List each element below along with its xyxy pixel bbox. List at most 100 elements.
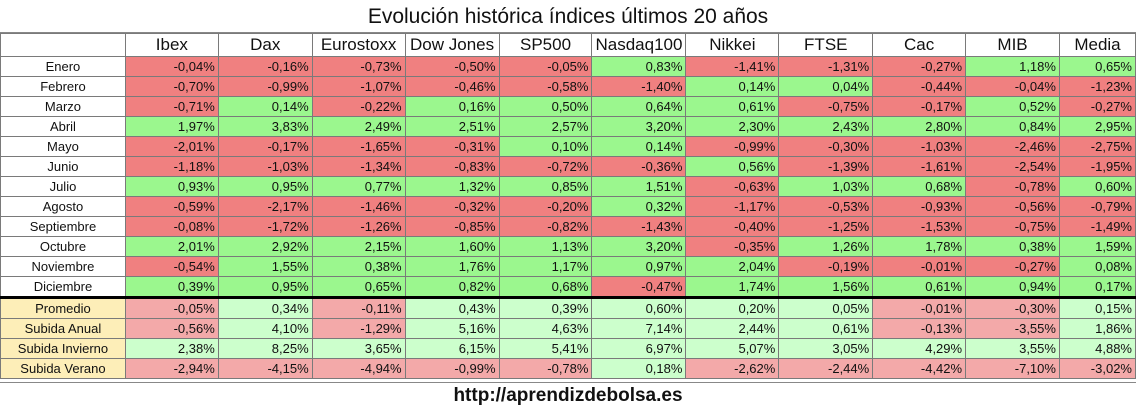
- value-cell[interactable]: -0,17%: [217, 136, 313, 157]
- value-cell[interactable]: 0,16%: [404, 96, 500, 117]
- value-cell[interactable]: 3,20%: [591, 236, 687, 257]
- value-cell[interactable]: -1,41%: [685, 56, 780, 77]
- value-cell[interactable]: -0,83%: [404, 156, 500, 177]
- value-cell[interactable]: 5,07%: [685, 338, 780, 359]
- value-cell[interactable]: -0,78%: [498, 358, 593, 379]
- value-cell[interactable]: -0,99%: [685, 136, 780, 157]
- value-cell[interactable]: 0,82%: [404, 276, 500, 298]
- value-cell[interactable]: -0,75%: [965, 216, 1060, 237]
- value-cell[interactable]: -0,50%: [404, 56, 500, 77]
- value-cell[interactable]: -2,54%: [965, 156, 1060, 177]
- value-cell[interactable]: 3,20%: [591, 116, 687, 137]
- month-label[interactable]: Enero: [0, 56, 126, 77]
- value-cell[interactable]: 1,97%: [124, 116, 219, 137]
- value-cell[interactable]: -1,46%: [311, 196, 406, 217]
- value-cell[interactable]: -1,26%: [311, 216, 406, 237]
- value-cell[interactable]: -0,71%: [124, 96, 219, 117]
- value-cell[interactable]: -2,62%: [685, 358, 780, 379]
- value-cell[interactable]: -0,01%: [872, 256, 967, 277]
- value-cell[interactable]: 0,50%: [498, 96, 593, 117]
- value-cell[interactable]: -2,01%: [124, 136, 219, 157]
- value-cell[interactable]: 2,92%: [217, 236, 313, 257]
- value-cell[interactable]: -1,72%: [217, 216, 313, 237]
- month-label[interactable]: Agosto: [0, 196, 126, 217]
- value-cell[interactable]: 2,15%: [311, 236, 406, 257]
- column-header[interactable]: Ibex: [124, 33, 219, 57]
- value-cell[interactable]: 0,93%: [124, 176, 219, 197]
- value-cell[interactable]: 0,17%: [1058, 276, 1136, 298]
- value-cell[interactable]: 0,85%: [498, 176, 593, 197]
- summary-label[interactable]: Subida Invierno: [0, 338, 126, 359]
- value-cell[interactable]: -0,53%: [778, 196, 874, 217]
- value-cell[interactable]: 0,61%: [685, 96, 780, 117]
- value-cell[interactable]: 0,95%: [217, 276, 313, 298]
- value-cell[interactable]: -4,15%: [217, 358, 313, 379]
- value-cell[interactable]: 0,43%: [404, 296, 500, 319]
- value-cell[interactable]: -0,59%: [124, 196, 219, 217]
- value-cell[interactable]: -0,85%: [404, 216, 500, 237]
- value-cell[interactable]: 0,68%: [872, 176, 967, 197]
- value-cell[interactable]: 0,39%: [498, 296, 593, 319]
- month-label[interactable]: Abril: [0, 116, 126, 137]
- value-cell[interactable]: -0,35%: [685, 236, 780, 257]
- value-cell[interactable]: -0,22%: [311, 96, 406, 117]
- column-header[interactable]: Cac: [872, 33, 967, 57]
- value-cell[interactable]: -1,23%: [1058, 76, 1136, 97]
- value-cell[interactable]: -2,46%: [965, 136, 1060, 157]
- value-cell[interactable]: 2,95%: [1058, 116, 1136, 137]
- summary-label[interactable]: Promedio: [0, 296, 126, 319]
- value-cell[interactable]: 2,44%: [685, 318, 780, 339]
- value-cell[interactable]: 0,60%: [1058, 176, 1136, 197]
- value-cell[interactable]: 1,78%: [872, 236, 967, 257]
- value-cell[interactable]: 0,65%: [1058, 56, 1136, 77]
- month-label[interactable]: Diciembre: [0, 276, 126, 298]
- value-cell[interactable]: -4,42%: [872, 358, 967, 379]
- value-cell[interactable]: -0,31%: [404, 136, 500, 157]
- column-header[interactable]: FTSE: [778, 33, 874, 57]
- value-cell[interactable]: 1,26%: [778, 236, 874, 257]
- value-cell[interactable]: -0,82%: [498, 216, 593, 237]
- month-label[interactable]: Julio: [0, 176, 126, 197]
- value-cell[interactable]: 0,84%: [965, 116, 1060, 137]
- column-header[interactable]: Media: [1058, 33, 1136, 57]
- value-cell[interactable]: 0,61%: [778, 318, 874, 339]
- value-cell[interactable]: -0,05%: [498, 56, 593, 77]
- column-header[interactable]: MIB: [965, 33, 1060, 57]
- value-cell[interactable]: 0,32%: [591, 196, 687, 217]
- value-cell[interactable]: 1,18%: [965, 56, 1060, 77]
- value-cell[interactable]: 6,15%: [404, 338, 500, 359]
- value-cell[interactable]: 0,34%: [217, 296, 313, 319]
- value-cell[interactable]: -0,30%: [965, 296, 1060, 319]
- summary-label[interactable]: Subida Anual: [0, 318, 126, 339]
- column-header[interactable]: Eurostoxx: [311, 33, 406, 57]
- value-cell[interactable]: 0,68%: [498, 276, 593, 298]
- value-cell[interactable]: -0,44%: [872, 76, 967, 97]
- value-cell[interactable]: -1,31%: [778, 56, 874, 77]
- value-cell[interactable]: 2,80%: [872, 116, 967, 137]
- value-cell[interactable]: -0,27%: [965, 256, 1060, 277]
- value-cell[interactable]: 2,43%: [778, 116, 874, 137]
- value-cell[interactable]: -1,40%: [591, 76, 687, 97]
- value-cell[interactable]: 3,05%: [778, 338, 874, 359]
- value-cell[interactable]: -0,17%: [872, 96, 967, 117]
- value-cell[interactable]: 0,15%: [1058, 296, 1136, 319]
- value-cell[interactable]: 0,14%: [217, 96, 313, 117]
- value-cell[interactable]: 1,32%: [404, 176, 500, 197]
- value-cell[interactable]: -1,18%: [124, 156, 219, 177]
- value-cell[interactable]: 2,51%: [404, 116, 500, 137]
- value-cell[interactable]: 0,10%: [498, 136, 593, 157]
- value-cell[interactable]: -0,56%: [965, 196, 1060, 217]
- value-cell[interactable]: -0,16%: [217, 56, 313, 77]
- value-cell[interactable]: 0,38%: [965, 236, 1060, 257]
- value-cell[interactable]: 4,29%: [872, 338, 967, 359]
- value-cell[interactable]: 0,20%: [685, 296, 780, 319]
- value-cell[interactable]: -1,34%: [311, 156, 406, 177]
- value-cell[interactable]: -0,04%: [124, 56, 219, 77]
- value-cell[interactable]: 1,59%: [1058, 236, 1136, 257]
- value-cell[interactable]: 2,30%: [685, 116, 780, 137]
- value-cell[interactable]: 8,25%: [217, 338, 313, 359]
- value-cell[interactable]: 4,88%: [1058, 338, 1136, 359]
- value-cell[interactable]: -0,99%: [404, 358, 500, 379]
- value-cell[interactable]: -0,08%: [124, 216, 219, 237]
- value-cell[interactable]: -2,17%: [217, 196, 313, 217]
